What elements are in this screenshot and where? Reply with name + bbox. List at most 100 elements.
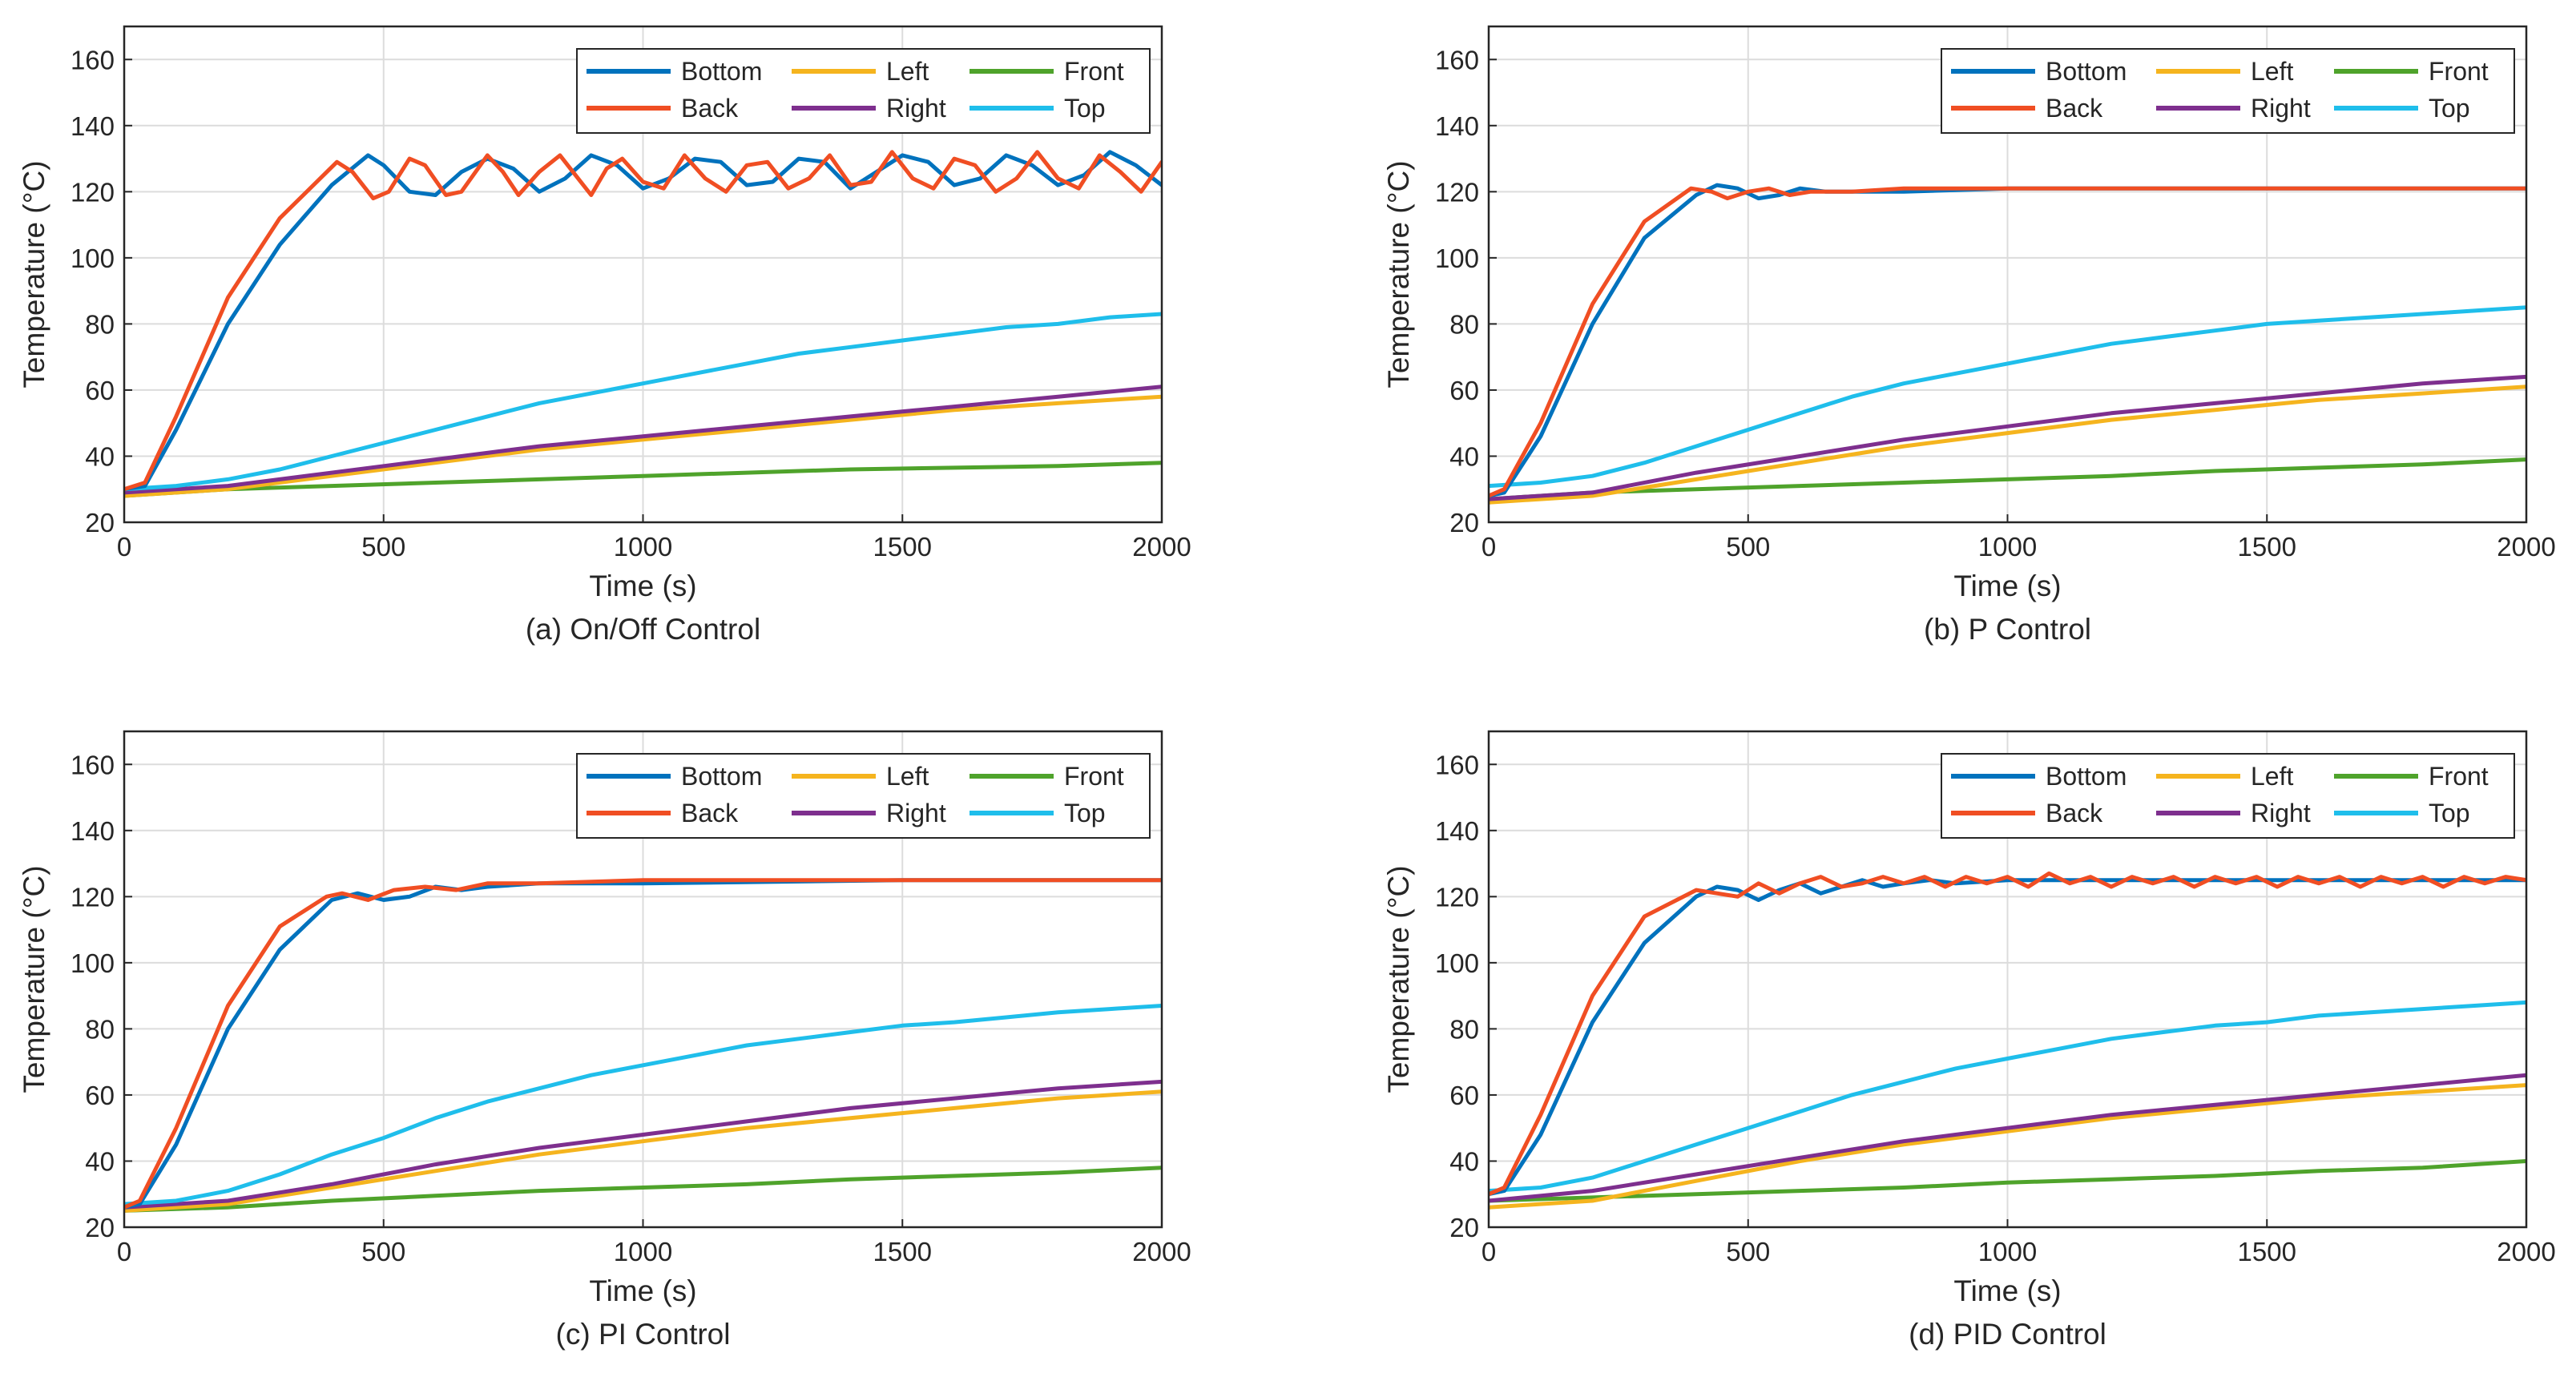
legend-label-bottom: Bottom	[681, 57, 762, 86]
series-line-top	[1489, 1000, 2526, 1194]
legend-label-left: Left	[886, 57, 929, 86]
x-tick-label: 0	[117, 532, 131, 562]
legend-label-left: Left	[886, 762, 929, 791]
legend-label-back: Back	[2046, 94, 2103, 123]
panel-caption: (b) P Control	[1924, 613, 2091, 646]
legend-label-top: Top	[1064, 94, 1106, 123]
x-tick-label: 500	[1726, 1237, 1770, 1266]
legend-label-back: Back	[2046, 799, 2103, 827]
x-tick-label: 1500	[2238, 532, 2296, 562]
x-axis-label: Time (s)	[1953, 1274, 2061, 1307]
legend-label-front: Front	[1064, 762, 1124, 791]
x-tick-label: 500	[361, 532, 405, 562]
panel-caption: (d) PID Control	[1909, 1318, 2106, 1351]
y-tick-label: 40	[1449, 1146, 1479, 1176]
legend-label-right: Right	[886, 799, 946, 827]
y-tick-label: 80	[85, 1014, 115, 1044]
series-line-back	[124, 150, 1162, 492]
y-tick-label: 40	[85, 441, 115, 471]
x-tick-label: 2000	[2497, 532, 2555, 562]
x-tick-label: 0	[1482, 1237, 1496, 1266]
legend-label-top: Top	[2429, 94, 2470, 123]
legend-box	[1941, 48, 2515, 134]
legend-label-right: Right	[2251, 799, 2311, 827]
x-tick-label: 2000	[2497, 1237, 2555, 1266]
legend-label-top: Top	[1064, 799, 1106, 827]
series-line-front	[124, 461, 1162, 498]
x-tick-label: 1000	[614, 1237, 672, 1266]
y-tick-label: 20	[85, 1213, 115, 1242]
legend-label-back: Back	[681, 94, 739, 123]
y-tick-label: 100	[1435, 244, 1479, 273]
series-line-back	[124, 878, 1162, 1210]
y-tick-label: 20	[85, 508, 115, 538]
y-tick-label: 40	[85, 1146, 115, 1176]
plot-frame	[1487, 730, 2528, 1229]
series-line-left	[1489, 1083, 2526, 1210]
x-tick-label: 1500	[873, 1237, 932, 1266]
y-tick-label: 80	[1449, 1014, 1479, 1044]
y-axis-label: Temperature (°C)	[18, 160, 50, 388]
y-axis-label: Temperature (°C)	[1382, 865, 1415, 1093]
legend-label-right: Right	[886, 94, 946, 123]
y-axis-label: Temperature (°C)	[1382, 160, 1415, 388]
series-line-back	[1489, 186, 2526, 498]
legend-label-front: Front	[1064, 57, 1124, 86]
legend-label-left: Left	[2251, 762, 2293, 791]
y-tick-label: 140	[1435, 816, 1479, 846]
series-line-left	[124, 394, 1162, 498]
plot-frame	[123, 730, 1163, 1229]
panel-caption: (c) PI Control	[556, 1318, 731, 1351]
legend-label-bottom: Bottom	[681, 762, 762, 791]
plot-frame	[123, 25, 1163, 524]
y-tick-label: 160	[1435, 45, 1479, 74]
y-tick-label: 160	[1435, 750, 1479, 779]
series-line-left	[124, 1089, 1162, 1213]
y-tick-label: 60	[85, 1081, 115, 1110]
x-axis-label: Time (s)	[589, 570, 696, 602]
y-tick-label: 20	[1449, 508, 1479, 538]
x-tick-label: 1000	[614, 532, 672, 562]
y-tick-label: 60	[1449, 1081, 1479, 1110]
x-axis-label: Time (s)	[589, 1274, 696, 1307]
legend-label-back: Back	[681, 799, 739, 827]
x-tick-label: 0	[1482, 532, 1496, 562]
legend-box	[576, 753, 1151, 839]
series-line-bottom	[1489, 183, 2526, 498]
x-axis-label: Time (s)	[1953, 570, 2061, 602]
y-tick-label: 100	[1435, 948, 1479, 978]
series-line-back	[1489, 871, 2526, 1197]
y-tick-label: 80	[85, 309, 115, 339]
legend-label-bottom: Bottom	[2046, 762, 2127, 791]
series-line-front	[124, 1166, 1162, 1213]
y-axis-label: Temperature (°C)	[18, 865, 50, 1093]
x-tick-label: 1500	[2238, 1237, 2296, 1266]
series-line-top	[124, 312, 1162, 492]
y-tick-label: 120	[1435, 177, 1479, 207]
series-line-right	[1489, 374, 2526, 501]
series-line-right	[124, 1079, 1162, 1210]
legend-label-left: Left	[2251, 57, 2293, 86]
chart-panel-2: 0 500 1000 1500 2000 20 40 60 80 100 120 140 160 Time…	[1382, 25, 2556, 646]
legend-label-bottom: Bottom	[2046, 57, 2127, 86]
legend-box	[576, 48, 1151, 134]
chart-panel-4: 0 500 1000 1500 2000 20 40 60 80 100 120 140 160 Time…	[1382, 730, 2556, 1351]
series-line-left	[1489, 385, 2526, 505]
y-tick-label: 20	[1449, 1213, 1479, 1242]
series-line-right	[124, 385, 1162, 495]
y-tick-label: 140	[1435, 111, 1479, 141]
y-tick-label: 120	[71, 882, 115, 912]
series-line-right	[1489, 1073, 2526, 1203]
chart-panel-1: 0 500 1000 1500 2000 20 40 60 80 100 120 140 160 Time…	[18, 25, 1191, 646]
series-line-top	[124, 1004, 1162, 1206]
legend-box	[1941, 753, 2515, 839]
y-tick-label: 40	[1449, 441, 1479, 471]
y-tick-label: 60	[1449, 376, 1479, 405]
chart-panel-3: 0 500 1000 1500 2000 20 40 60 80 100 120 140 160 Time…	[18, 730, 1191, 1351]
x-tick-label: 1000	[1978, 532, 2037, 562]
series-line-bottom	[124, 150, 1162, 492]
x-tick-label: 1500	[873, 532, 932, 562]
y-tick-label: 140	[71, 111, 115, 141]
series-line-front	[1489, 457, 2526, 501]
